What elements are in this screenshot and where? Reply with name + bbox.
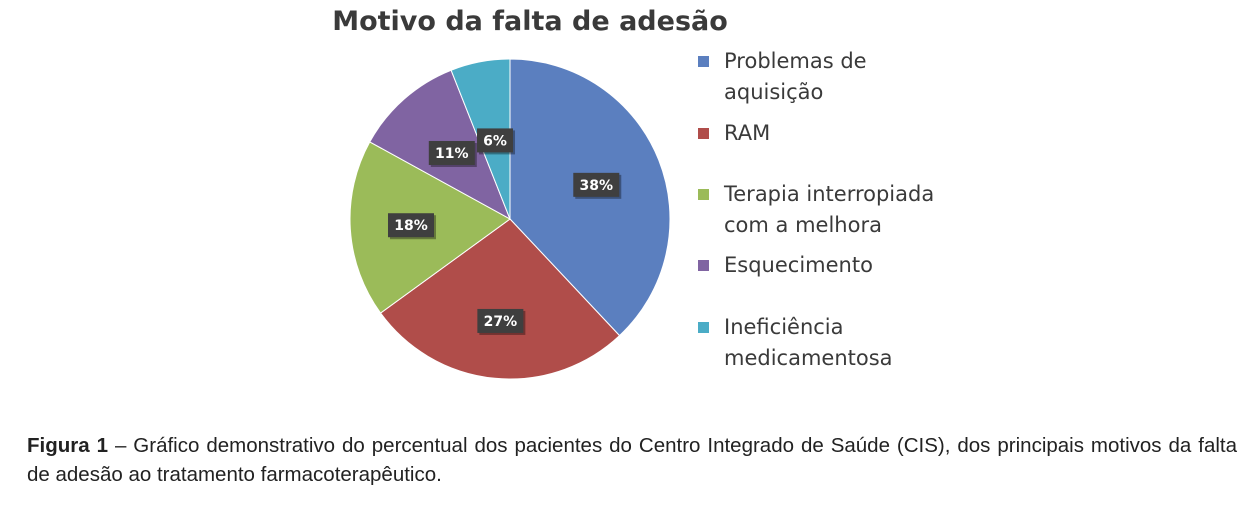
- legend-swatch: [698, 260, 709, 271]
- legend-label-line: medicamentosa: [724, 346, 893, 370]
- chart-title: Motivo da falta de adesão: [332, 6, 728, 37]
- legend-label-line: Esquecimento: [724, 253, 873, 277]
- pie-slice-1: [509, 58, 671, 337]
- legend-swatch: [698, 322, 709, 333]
- data-label-3: 18%: [387, 213, 436, 240]
- data-label-text: 18%: [394, 218, 428, 234]
- legend-label-line: aquisição: [724, 80, 824, 104]
- legend-label: Ineficiência medicamentosa: [724, 312, 994, 374]
- data-label-text: 27%: [484, 314, 518, 330]
- pie-chart: 38% 27% 18% 11% 6%: [349, 58, 671, 380]
- data-label-text: 6%: [483, 133, 507, 149]
- data-label-text: 11%: [435, 146, 469, 162]
- data-label-1: 38%: [573, 172, 622, 199]
- data-label-5: 6%: [477, 128, 516, 155]
- figure-caption: Figura 1 – Gráfico demonstrativo do perc…: [27, 431, 1237, 489]
- data-label-4: 11%: [428, 140, 477, 167]
- legend-label-line: Ineficiência: [724, 315, 844, 339]
- caption-label: Figura 1: [27, 434, 108, 457]
- data-label-2: 27%: [477, 308, 526, 335]
- legend-label: RAM: [724, 118, 994, 149]
- legend-swatch: [698, 56, 709, 67]
- legend-label: Terapia interropiada com a melhora: [724, 179, 994, 241]
- legend-label: Problemas de aquisição: [724, 46, 994, 108]
- legend-label: Esquecimento: [724, 250, 994, 281]
- legend-swatch: [698, 128, 709, 139]
- pie-slice-2: [379, 218, 621, 380]
- legend-label-line: Terapia interropiada: [724, 182, 935, 206]
- legend-label-line: Problemas de: [724, 49, 867, 73]
- pie-data-labels: 38% 27% 18% 11% 6%: [387, 128, 622, 335]
- caption-text: – Gráfico demonstrativo do percentual do…: [27, 434, 1237, 486]
- legend-swatch: [698, 189, 709, 200]
- legend-label-line: com a melhora: [724, 213, 882, 237]
- legend-label-line: RAM: [724, 121, 771, 145]
- data-label-text: 38%: [580, 178, 614, 194]
